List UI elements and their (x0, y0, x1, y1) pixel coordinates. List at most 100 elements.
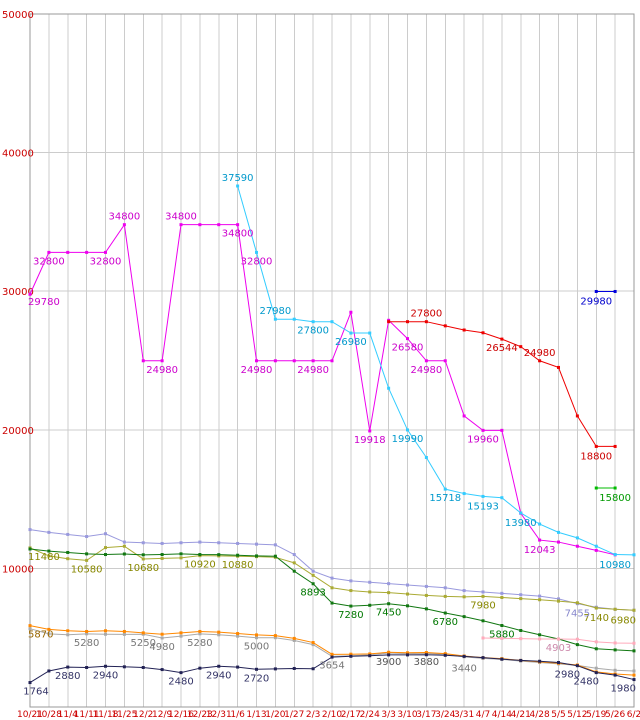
point-value-label: 15800 (599, 493, 631, 504)
data-point-marker (141, 665, 145, 669)
data-point-marker (104, 250, 107, 254)
data-point-marker (368, 590, 372, 594)
data-point-marker (575, 643, 579, 647)
data-point-marker (66, 629, 70, 633)
data-point-marker (292, 359, 296, 363)
series-green-right (594, 486, 617, 490)
data-point-marker (424, 653, 428, 657)
point-value-label: 7455 (565, 609, 590, 620)
data-point-marker (519, 345, 523, 349)
data-point-marker (481, 494, 485, 498)
data-point-marker (500, 591, 504, 595)
point-value-label: 5250 (131, 638, 156, 649)
data-point-marker (594, 606, 598, 610)
data-point-marker (632, 669, 636, 673)
data-point-marker (387, 591, 391, 595)
x-tick-label: 10/21 (17, 710, 43, 720)
data-point-marker (481, 594, 485, 598)
data-point-marker (28, 624, 32, 628)
data-point-marker (104, 546, 107, 550)
data-point-marker (236, 184, 240, 188)
data-point-marker (273, 543, 277, 547)
point-value-label: 34800 (165, 212, 197, 223)
data-point-marker (179, 223, 183, 227)
data-point-marker (311, 641, 315, 645)
data-point-marker (179, 556, 183, 560)
data-point-marker (594, 671, 598, 675)
point-value-label: 2880 (55, 671, 80, 682)
data-point-marker (594, 548, 598, 552)
point-value-label: 27800 (297, 326, 329, 337)
data-point-marker (613, 289, 617, 293)
data-point-marker (424, 584, 428, 588)
data-point-marker (330, 320, 334, 324)
data-point-marker (330, 655, 334, 659)
data-point-marker (311, 569, 315, 573)
x-tick-label: 3/17 (416, 710, 436, 720)
data-point-marker (538, 538, 542, 542)
data-point-marker (273, 667, 277, 671)
data-point-marker (85, 558, 89, 562)
point-value-label: 15718 (429, 493, 461, 504)
data-point-marker (557, 599, 560, 603)
data-point-marker (632, 641, 636, 645)
data-point-marker (28, 627, 32, 631)
data-point-marker (538, 633, 542, 637)
data-point-marker (141, 557, 145, 561)
point-value-label: 34800 (108, 212, 140, 223)
point-value-label: 2980 (555, 670, 580, 681)
x-tick-label: 5/5 (551, 710, 565, 720)
data-point-marker (160, 636, 164, 640)
point-value-label: 5280 (187, 638, 212, 649)
data-point-marker (311, 582, 315, 586)
point-value-label: 6980 (611, 615, 636, 626)
x-tick-label: 4/7 (476, 710, 490, 720)
data-point-marker (443, 594, 447, 598)
data-point-marker (28, 547, 32, 551)
point-value-label: 3440 (451, 663, 476, 674)
data-point-marker (462, 414, 466, 418)
data-point-marker (424, 607, 428, 611)
point-value-label: 5870 (28, 630, 53, 641)
x-tick-label: 12/31 (206, 710, 232, 720)
x-tick-label: 4/28 (530, 710, 550, 720)
data-point-marker (443, 586, 447, 590)
data-point-marker (462, 615, 466, 619)
data-point-marker (311, 573, 315, 577)
point-value-label: 10580 (71, 564, 103, 575)
data-point-marker (236, 223, 240, 227)
point-value-label: 3900 (376, 657, 401, 668)
data-point-marker (179, 552, 183, 556)
data-point-marker (198, 666, 202, 670)
data-point-marker (141, 359, 145, 363)
data-point-marker (85, 552, 89, 556)
point-value-label: 26544 (486, 343, 518, 354)
data-point-marker (28, 681, 32, 685)
data-point-marker (462, 589, 466, 593)
data-point-marker (406, 583, 409, 587)
data-point-marker (613, 486, 617, 490)
data-point-marker (292, 553, 296, 557)
data-point-marker (443, 359, 447, 363)
x-tick-label: 12/2 (133, 710, 153, 720)
data-point-marker (198, 629, 202, 633)
data-point-marker (538, 522, 542, 526)
data-point-marker (198, 632, 202, 636)
data-point-marker (122, 223, 126, 227)
data-point-marker (198, 553, 202, 557)
point-value-label: 1764 (23, 687, 48, 698)
series-magenta (28, 223, 617, 557)
data-point-marker (424, 456, 428, 460)
x-tick-label: 3/24 (435, 710, 455, 720)
point-value-label: 29980 (580, 296, 612, 307)
data-point-marker (160, 359, 164, 363)
data-point-marker (217, 633, 221, 637)
data-point-marker (255, 633, 258, 637)
data-point-marker (538, 594, 542, 598)
data-point-marker (406, 592, 409, 596)
point-value-label: 2720 (244, 673, 269, 684)
data-point-marker (632, 673, 636, 677)
x-tick-label: 11/11 (74, 710, 100, 720)
data-point-marker (443, 653, 447, 657)
